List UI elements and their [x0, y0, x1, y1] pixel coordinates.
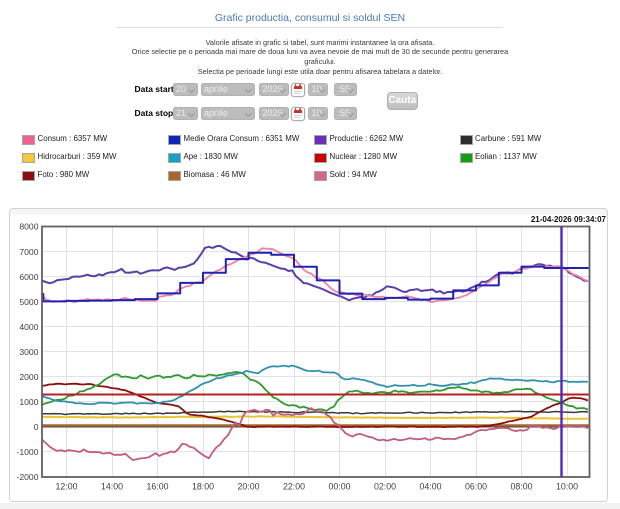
svg-text:5000: 5000	[19, 297, 38, 307]
svg-text:-2000: -2000	[17, 472, 39, 482]
svg-text:02:00: 02:00	[374, 482, 396, 492]
svg-text:3000: 3000	[19, 347, 38, 357]
svg-text:6000: 6000	[19, 272, 38, 282]
svg-text:08:00: 08:00	[510, 482, 532, 492]
svg-text:16:00: 16:00	[146, 482, 168, 492]
svg-text:06:00: 06:00	[465, 482, 487, 492]
svg-text:8000: 8000	[19, 222, 38, 232]
svg-text:0: 0	[34, 422, 39, 432]
svg-text:-1000: -1000	[17, 447, 39, 457]
svg-text:22:00: 22:00	[283, 482, 305, 492]
svg-text:18:00: 18:00	[192, 482, 214, 492]
svg-text:04:00: 04:00	[419, 482, 441, 492]
svg-text:14:00: 14:00	[101, 482, 123, 492]
svg-text:12:00: 12:00	[55, 482, 77, 492]
svg-text:2000: 2000	[19, 372, 38, 382]
svg-text:20:00: 20:00	[237, 482, 259, 492]
svg-text:10:00: 10:00	[556, 482, 578, 492]
svg-text:7000: 7000	[19, 247, 38, 257]
svg-text:1000: 1000	[19, 397, 38, 407]
svg-text:00:00: 00:00	[328, 482, 350, 492]
svg-text:4000: 4000	[19, 322, 38, 332]
